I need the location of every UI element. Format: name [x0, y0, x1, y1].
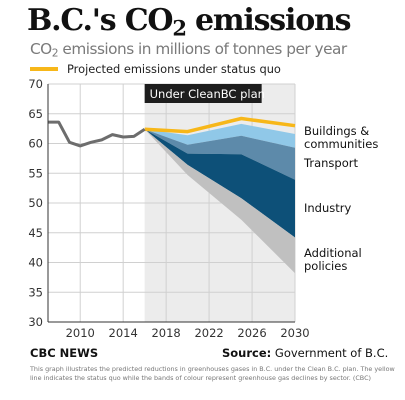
source-brand: CBC NEWS: [30, 346, 99, 360]
band-label-3: Industry: [304, 201, 351, 215]
x-tick-label-2010: 2010: [66, 326, 95, 340]
legend-label-status-quo: Projected emissions under status quo: [67, 62, 281, 76]
y-tick-label-30: 30: [28, 315, 43, 329]
chart-caption: This graph illustrates the predicted red…: [30, 365, 395, 382]
band-label-0: Buildings &: [304, 124, 369, 138]
subtitle-subscript: 2: [51, 46, 59, 60]
source-name: Government of B.C.: [271, 346, 389, 360]
x-tick-label-2018: 2018: [151, 326, 180, 340]
legend-swatch-status-quo: [30, 67, 58, 71]
y-tick-label-70: 70: [28, 77, 43, 91]
title-text: B.C.'s CO: [27, 3, 174, 38]
y-tick-label-55: 55: [28, 166, 43, 180]
x-tick-label-2014: 2014: [109, 326, 138, 340]
band-transport: [144, 129, 295, 180]
source-credit: Source: Government of B.C.: [222, 346, 388, 360]
y-tick-label-35: 35: [28, 285, 43, 299]
historical-emissions-line: [48, 120, 146, 148]
band-label-1: communities: [304, 137, 378, 151]
y-tick-label-65: 65: [28, 107, 43, 121]
chart-legend: Projected emissions under status quo: [30, 61, 281, 77]
subtitle-text-suffix: emissions in millions of tonnes per year: [58, 40, 347, 58]
band-label-4: Additional: [304, 246, 362, 260]
subtitle-text: CO: [30, 40, 52, 58]
band-label-5: policies: [304, 259, 347, 273]
cleanbc-badge: [144, 84, 262, 103]
x-tick-label-2030: 2030: [280, 326, 309, 340]
status-quo-line: [144, 116, 296, 134]
chart-subtitle: CO2 emissions in millions of tonnes per …: [30, 39, 347, 64]
y-tick-label-60: 60: [28, 137, 43, 151]
band-additional-policies: [144, 129, 295, 274]
source-label: Source:: [222, 346, 272, 360]
title-text-suffix: emissions: [185, 3, 352, 38]
y-tick-label-45: 45: [28, 226, 43, 240]
page-title: B.C.'s CO2 emissions: [27, 2, 352, 47]
title-subscript: 2: [172, 15, 187, 41]
y-tick-label-50: 50: [28, 196, 43, 210]
x-tick-label-2026: 2026: [237, 326, 266, 340]
band-buildings-communities: [144, 123, 295, 148]
band-label-2: Transport: [303, 156, 358, 170]
y-tick-label-40: 40: [28, 256, 43, 270]
x-tick-label-2022: 2022: [194, 326, 223, 340]
cleanbc-badge-label: Under CleanBC plan: [150, 87, 265, 101]
band-industry: [144, 129, 295, 238]
